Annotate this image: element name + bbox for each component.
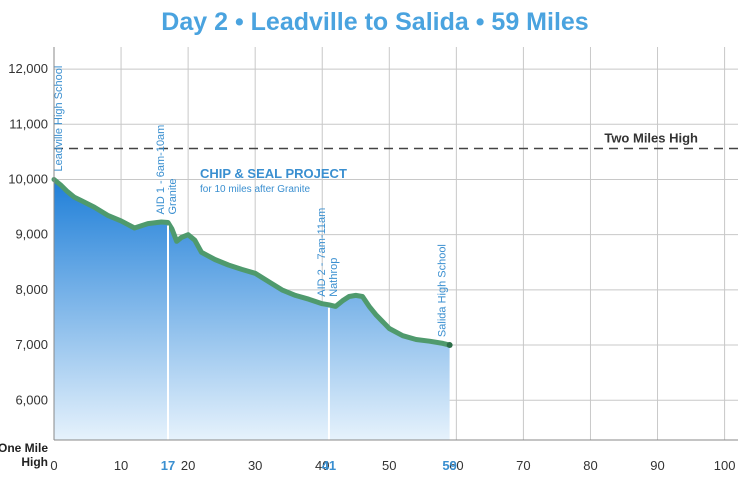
chart-title: Day 2 • Leadville to Salida • 59 Miles <box>161 8 588 36</box>
elevation-point <box>72 195 76 199</box>
elevation-point <box>170 227 174 231</box>
elevation-point <box>428 339 431 343</box>
x-tick-label: 30 <box>248 458 262 473</box>
two-miles-high-label: Two Miles High <box>604 131 698 146</box>
elevation-point <box>193 238 197 242</box>
elevation-point <box>374 313 378 316</box>
elevation-point <box>93 205 96 209</box>
elevation-point <box>79 199 83 202</box>
elevation-point <box>160 220 163 224</box>
stop-label: AID 1 - 6am-10am <box>155 125 167 215</box>
x-tick-label: 40 <box>315 458 329 473</box>
elevation-point <box>267 280 270 283</box>
elevation-point <box>175 240 178 243</box>
elevation-point <box>240 268 243 271</box>
elevation-point <box>367 305 371 308</box>
elevation-point <box>307 298 311 301</box>
y-tick-label: 6,000 <box>15 392 48 407</box>
x-tick-label: 90 <box>650 458 664 473</box>
x-tick-label: 70 <box>516 458 530 473</box>
x-tick-label: 60 <box>449 458 463 473</box>
y-tick-label: 7,000 <box>15 337 48 352</box>
elevation-point <box>347 295 351 298</box>
elevation-point <box>388 327 391 330</box>
elevation-point <box>327 303 331 306</box>
elevation-point <box>321 302 324 305</box>
elevation-point <box>334 305 337 308</box>
elevation-point <box>166 221 170 224</box>
elevation-point <box>59 183 62 187</box>
stop-label: Salida High School <box>437 244 449 337</box>
x-tick-label: 100 <box>714 458 736 473</box>
y-tick-label: 12,000 <box>8 61 48 76</box>
x-tick-label-highlight: 41 <box>322 458 336 473</box>
x-tick-label: 10 <box>114 458 128 473</box>
y-tick-label: 8,000 <box>15 282 48 297</box>
elevation-point <box>280 288 284 292</box>
y-tick-label: 10,000 <box>8 171 48 186</box>
y-tick-label: 11,000 <box>9 116 48 131</box>
elevation-point <box>341 299 344 303</box>
elevation-point <box>227 263 230 267</box>
elevation-area <box>54 179 450 440</box>
elevation-point <box>106 214 109 217</box>
elevation-point <box>401 334 404 337</box>
x-tick-label: 20 <box>181 458 195 473</box>
x-tick-label: 80 <box>583 458 597 473</box>
stop-label: Leadville High School <box>53 66 65 172</box>
x-tick-label-highlight: 17 <box>161 458 175 473</box>
elevation-point <box>133 226 136 230</box>
elevation-point <box>441 342 445 345</box>
elevation-point <box>119 219 123 223</box>
y-base-label-line1: One Mile <box>0 441 48 455</box>
elevation-point <box>213 258 217 261</box>
x-tick-label: 0 <box>50 458 57 473</box>
elevation-point <box>414 338 418 341</box>
elevation-point <box>361 295 364 298</box>
x-tick-label: 50 <box>382 458 396 473</box>
y-tick-label: 9,000 <box>15 227 48 242</box>
elevation-point <box>186 233 190 236</box>
x-tick-label-highlight: 59 <box>442 458 456 473</box>
y-base-label-line2: High <box>21 455 48 469</box>
elevation-point <box>354 294 357 297</box>
chip-seal-title: CHIP & SEAL PROJECT <box>200 166 347 181</box>
stop-label: AID 2 - 7am-11am <box>316 208 328 297</box>
chip-seal-subtitle: for 10 miles after Granite <box>200 184 310 195</box>
elevation-point <box>200 251 203 254</box>
stop-label: Granite <box>167 178 179 214</box>
stop-label: Nathrop <box>328 258 340 297</box>
stop-end-dot <box>446 342 453 349</box>
elevation-point <box>253 272 257 275</box>
elevation-point <box>146 222 150 225</box>
elevation-point <box>66 190 69 193</box>
elevation-point <box>180 236 183 239</box>
elevation-point <box>294 294 297 297</box>
